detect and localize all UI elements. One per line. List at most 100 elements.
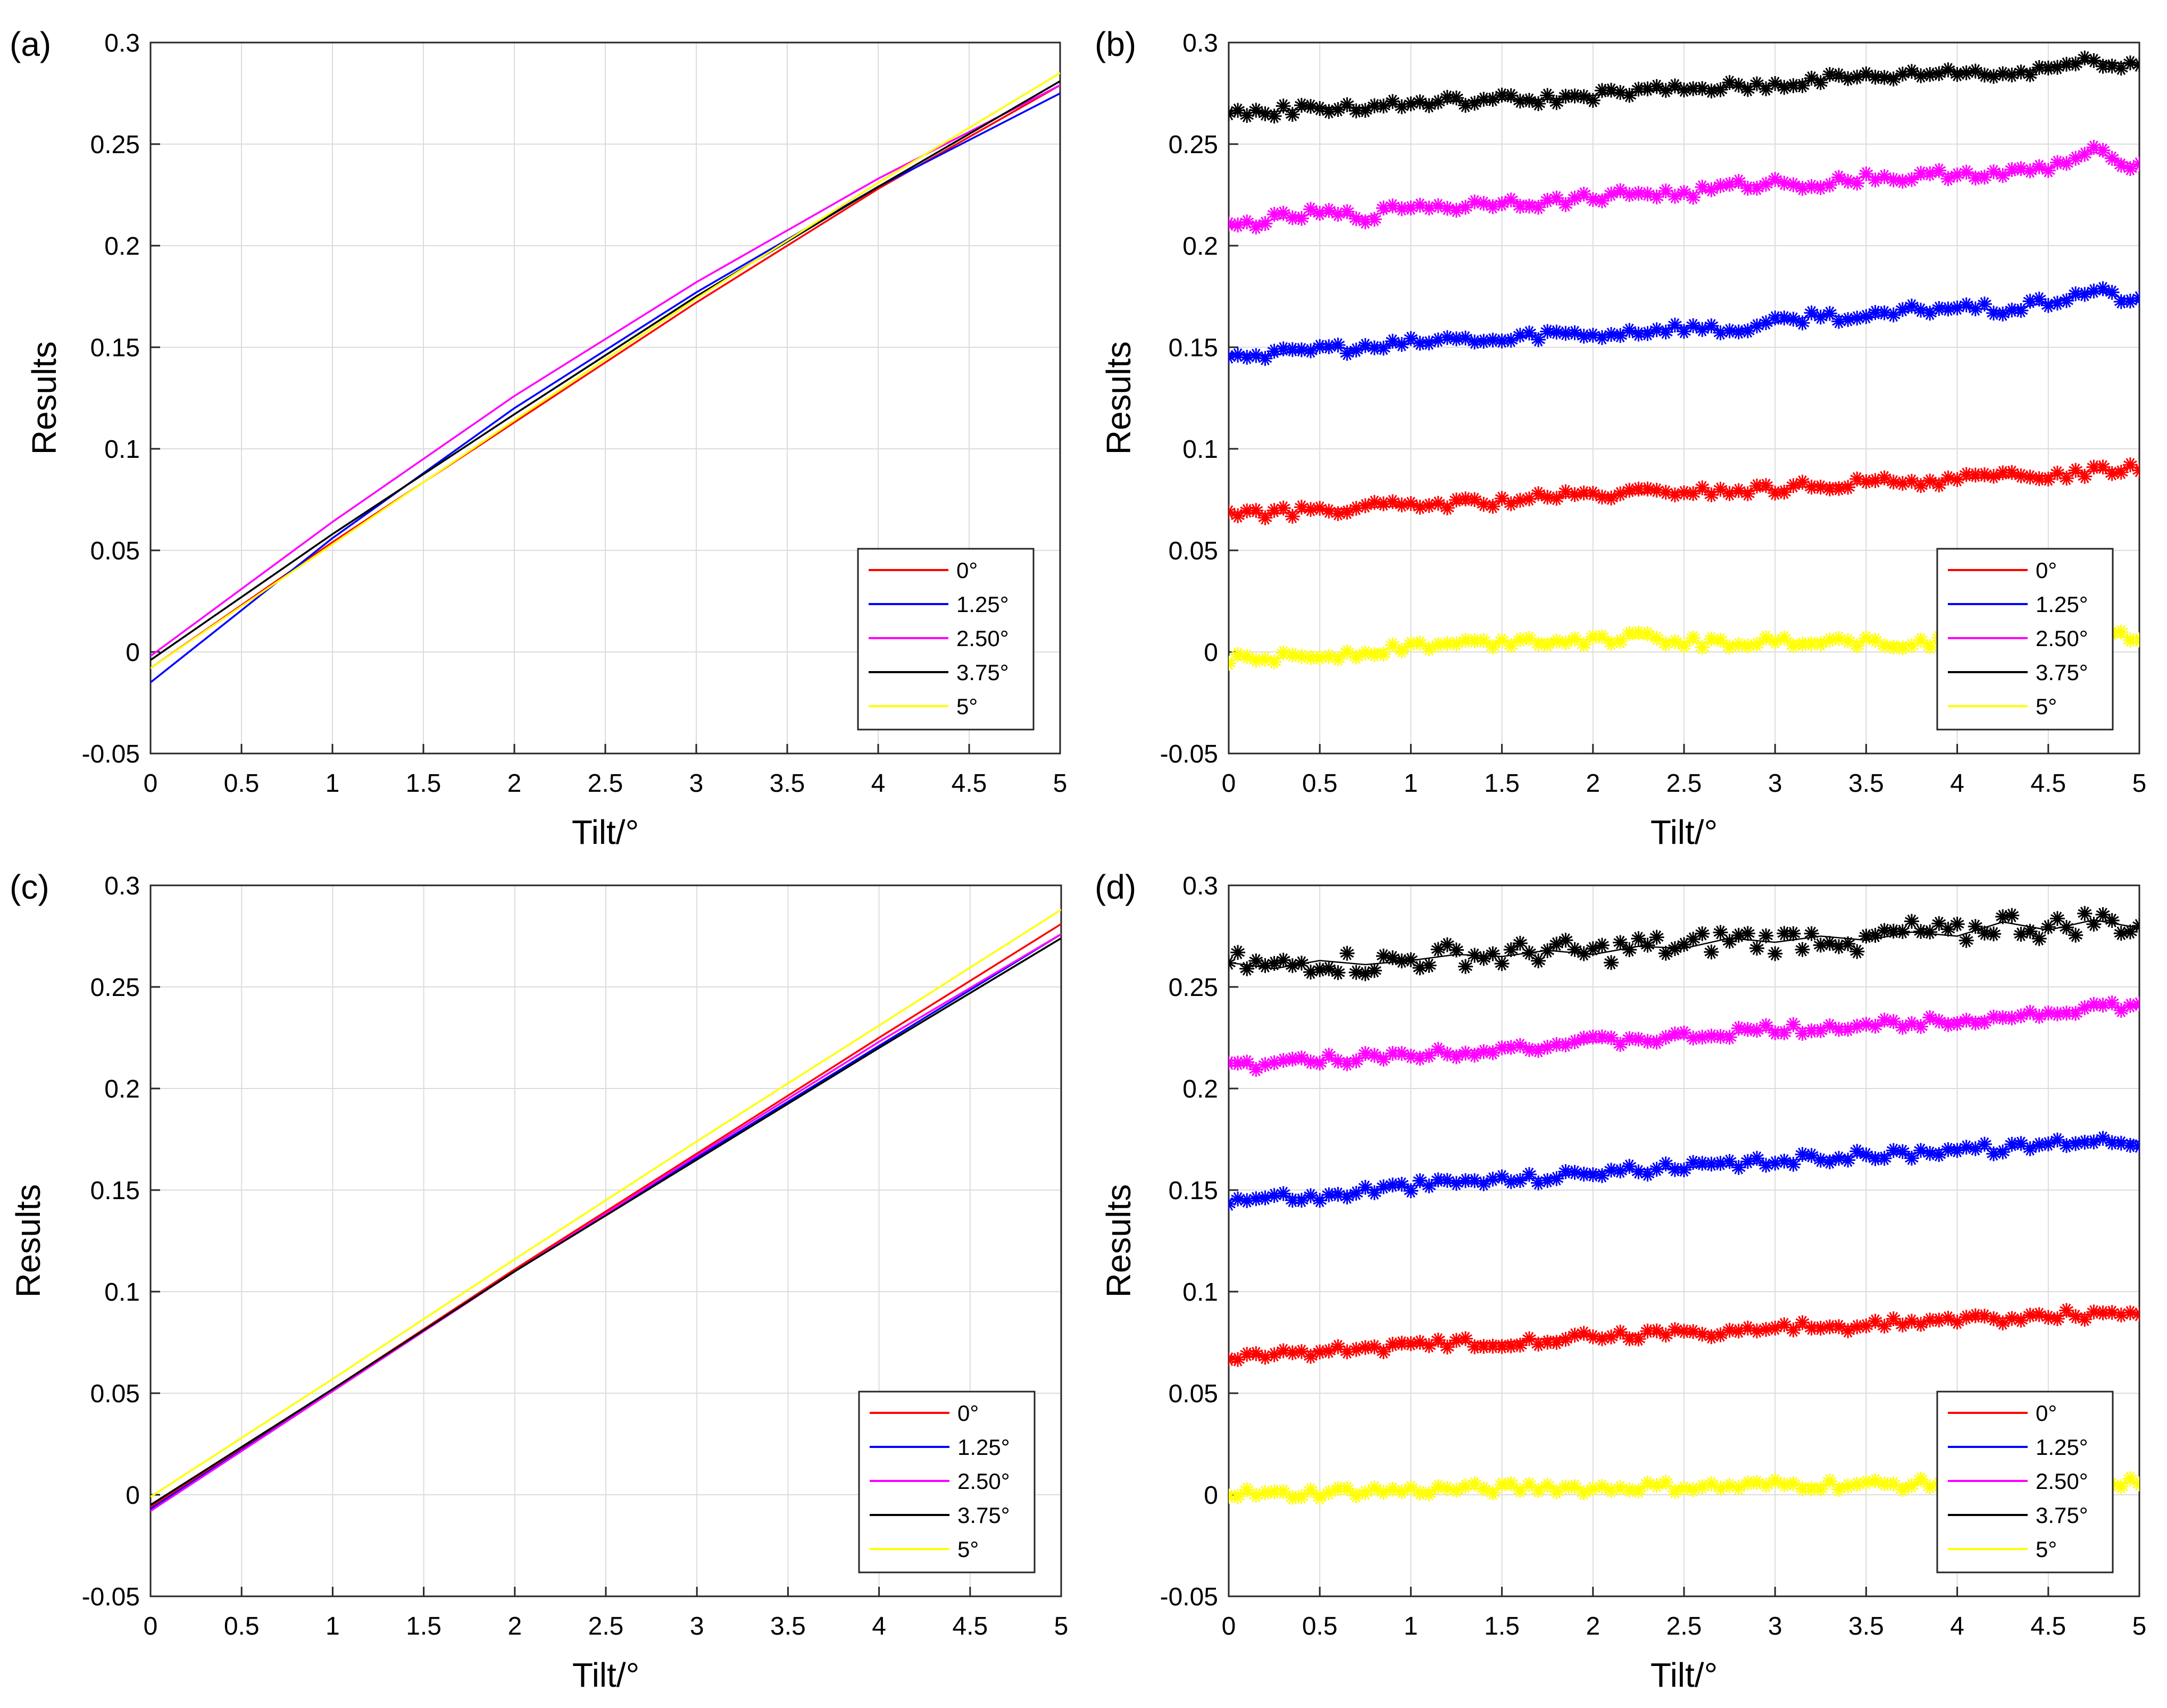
series-marker-4 [1768, 634, 1783, 649]
series-marker-4 [1239, 649, 1255, 664]
series-marker-4 [1366, 647, 1382, 662]
series-marker-3 [1649, 930, 1664, 945]
series-marker-4 [1567, 1479, 1582, 1494]
series-marker-4 [1394, 1484, 1410, 1500]
series-marker-1 [1585, 328, 1601, 343]
series-marker-0 [1913, 478, 1929, 493]
series-marker-1 [1986, 1146, 2002, 1161]
series-marker-2 [1257, 216, 1273, 231]
series-marker-4 [1831, 1481, 1847, 1497]
series-marker-1 [1321, 339, 1337, 355]
y-tick-label: 0.3 [1182, 872, 1218, 900]
series-marker-3 [1412, 94, 1428, 110]
series-marker-0 [2031, 1307, 2047, 1322]
y-axis-label: Results [25, 341, 63, 455]
series-marker-1 [1749, 1151, 1764, 1166]
series-marker-2 [1667, 189, 1682, 204]
series-marker-4 [1558, 635, 1573, 650]
x-tick-label: 1 [326, 1612, 340, 1640]
series-marker-0 [1439, 500, 1455, 516]
series-marker-4 [1549, 633, 1564, 649]
series-marker-2 [1622, 1031, 1637, 1046]
x-tick-label: 0.5 [224, 769, 260, 798]
series-marker-2 [1357, 1046, 1373, 1061]
series-marker-3 [1339, 97, 1355, 112]
series-marker-3 [2113, 926, 2129, 941]
legend-label-2: 2.50° [956, 626, 1009, 651]
series-marker-2 [2013, 1008, 2029, 1024]
series-marker-3 [1248, 103, 1264, 118]
series-marker-1 [1968, 1141, 1983, 1157]
series-marker-3 [1713, 925, 1728, 940]
series-marker-1 [1476, 333, 1491, 349]
series-marker-2 [2104, 150, 2120, 166]
y-tick-label: 0.1 [104, 436, 140, 464]
series-group [151, 909, 1061, 1512]
series-marker-4 [1339, 1481, 1355, 1496]
series-marker-2 [1822, 177, 1837, 192]
series-marker-2 [1458, 1045, 1473, 1061]
series-marker-4 [1394, 643, 1410, 658]
series-marker-3 [1922, 67, 1938, 82]
series-marker-1 [2031, 291, 2047, 307]
y-tick-label: 0.15 [90, 1177, 140, 1205]
x-tick-label: 3 [1768, 769, 1782, 798]
y-tick-label: 0.05 [1169, 1380, 1218, 1408]
series-marker-1 [1686, 1155, 1701, 1170]
series-marker-4 [1731, 1480, 1746, 1495]
series-marker-4 [1822, 632, 1837, 648]
series-marker-4 [1376, 647, 1391, 662]
series-line-2 [151, 84, 1060, 657]
legend-label-3: 3.75° [2036, 1503, 2088, 1528]
series-marker-0 [1631, 1332, 1646, 1347]
series-marker-3 [1330, 102, 1346, 117]
series-marker-2 [1294, 1050, 1309, 1066]
x-tick-label: 4 [1950, 1612, 1964, 1640]
series-marker-3 [1886, 71, 1901, 87]
series-marker-3 [1531, 96, 1546, 111]
series-marker-0 [1458, 1331, 1473, 1346]
series-marker-1 [1239, 1193, 1255, 1208]
series-marker-1 [1585, 1167, 1601, 1183]
legend-label-3: 3.75° [2036, 660, 2088, 685]
series-marker-0 [1294, 499, 1309, 515]
legend-label-4: 5° [2036, 1537, 2057, 1562]
y-tick-label: 0.2 [1182, 232, 1218, 261]
series-marker-3 [1512, 935, 1528, 951]
series-marker-4 [1594, 1479, 1610, 1494]
x-tick-label: 4 [872, 1612, 886, 1640]
series-marker-2 [1813, 180, 1828, 195]
series-marker-1 [1294, 1193, 1309, 1208]
series-marker-3 [1330, 965, 1346, 981]
series-marker-3 [1421, 958, 1437, 973]
series-marker-3 [1740, 926, 1755, 941]
series-marker-0 [1348, 1342, 1364, 1357]
series-marker-3 [1640, 937, 1655, 953]
series-marker-3 [1768, 946, 1783, 961]
series-marker-3 [1403, 952, 1419, 967]
y-tick-label: 0.1 [1182, 436, 1218, 464]
plot-frame [149, 884, 1062, 1597]
series-marker-0 [1439, 1339, 1455, 1355]
x-tick-label: 4.5 [952, 769, 987, 798]
x-axis-label: Tilt/° [572, 813, 639, 851]
series-marker-4 [1758, 630, 1774, 646]
series-group [1229, 906, 2139, 1505]
series-marker-3 [2077, 906, 2093, 921]
series-marker-1 [2132, 1138, 2139, 1154]
y-tick-label: 0.2 [104, 232, 140, 261]
series-marker-1 [1768, 310, 1783, 325]
series-marker-4 [1922, 639, 1938, 655]
x-tick-label: 2.5 [588, 1612, 624, 1640]
series-marker-2 [1713, 178, 1728, 194]
legend-label-2: 2.50° [2036, 1469, 2088, 1494]
series-marker-3 [1704, 944, 1719, 960]
series-marker-4 [1749, 637, 1764, 652]
series-marker-3 [1521, 93, 1537, 108]
series-marker-3 [1348, 965, 1364, 980]
series-marker-0 [1740, 486, 1755, 501]
series-marker-3 [1366, 963, 1382, 978]
series-marker-2 [1677, 1025, 1691, 1041]
x-tick-label: 2 [1586, 1612, 1600, 1640]
series-marker-0 [1458, 491, 1473, 507]
